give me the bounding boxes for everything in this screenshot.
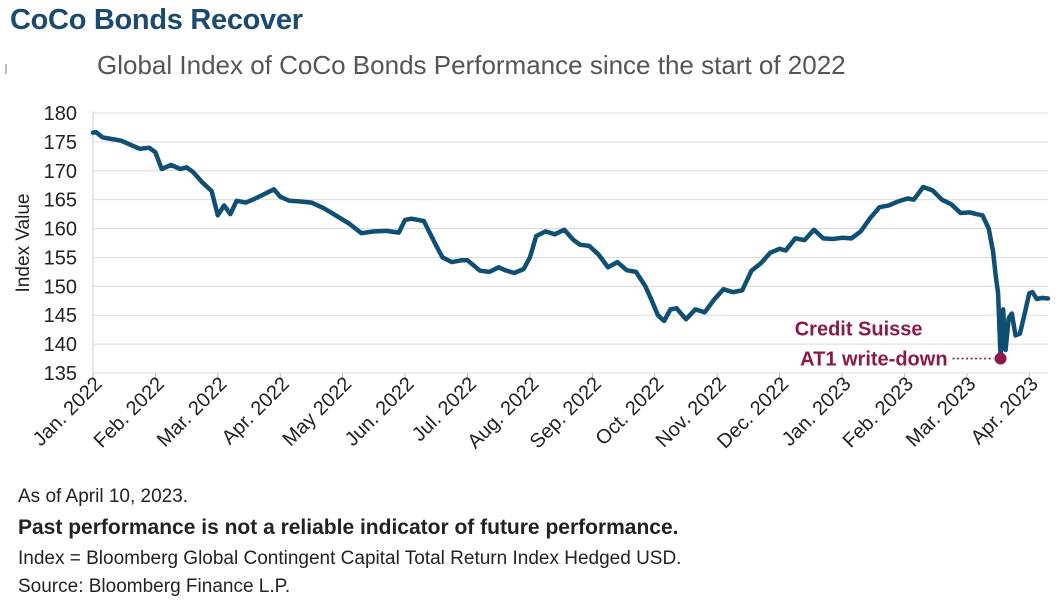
- y-tick-label: 175: [44, 132, 77, 154]
- annotation-label-line2: AT1 write-down: [800, 349, 947, 371]
- subtitle-marker: [5, 64, 7, 74]
- annotation-marker: [994, 352, 1007, 365]
- as-of-note: As of April 10, 2023.: [18, 486, 189, 507]
- y-tick-label: 160: [44, 219, 77, 241]
- y-axis-label: Index Value: [13, 194, 34, 293]
- y-tick-label: 180: [44, 103, 77, 125]
- x-tick-label: Jun. 2022: [341, 373, 419, 451]
- series-line: [90, 129, 1051, 361]
- disclaimer: Past performance is not a reliable indic…: [18, 516, 679, 539]
- chart-subtitle: Global Index of CoCo Bonds Performance s…: [97, 50, 846, 80]
- y-tick-label: 150: [44, 276, 77, 298]
- y-tick-label: 170: [44, 161, 77, 183]
- y-tick-label: 165: [44, 190, 77, 212]
- index-note: Index = Bloomberg Global Contingent Capi…: [18, 548, 682, 569]
- chart-title: CoCo Bonds Recover: [10, 4, 303, 36]
- y-tick-label: 135: [44, 363, 77, 385]
- source-note: Source: Bloomberg Finance L.P.: [18, 576, 291, 597]
- y-axis-ticks: 135 140 145 150 155 160 165 170 175 180: [44, 103, 77, 385]
- annotation-label-line1: Credit Suisse: [795, 319, 923, 341]
- x-tick-label: Apr. 2023: [967, 373, 1043, 449]
- line-chart: 135 140 145 150 155 160 165 170 175 180 Jan. 2022…: [13, 103, 1051, 453]
- y-tick-label: 140: [44, 334, 77, 356]
- y-tick-label: 155: [44, 247, 77, 269]
- y-tick-label: 145: [44, 305, 77, 327]
